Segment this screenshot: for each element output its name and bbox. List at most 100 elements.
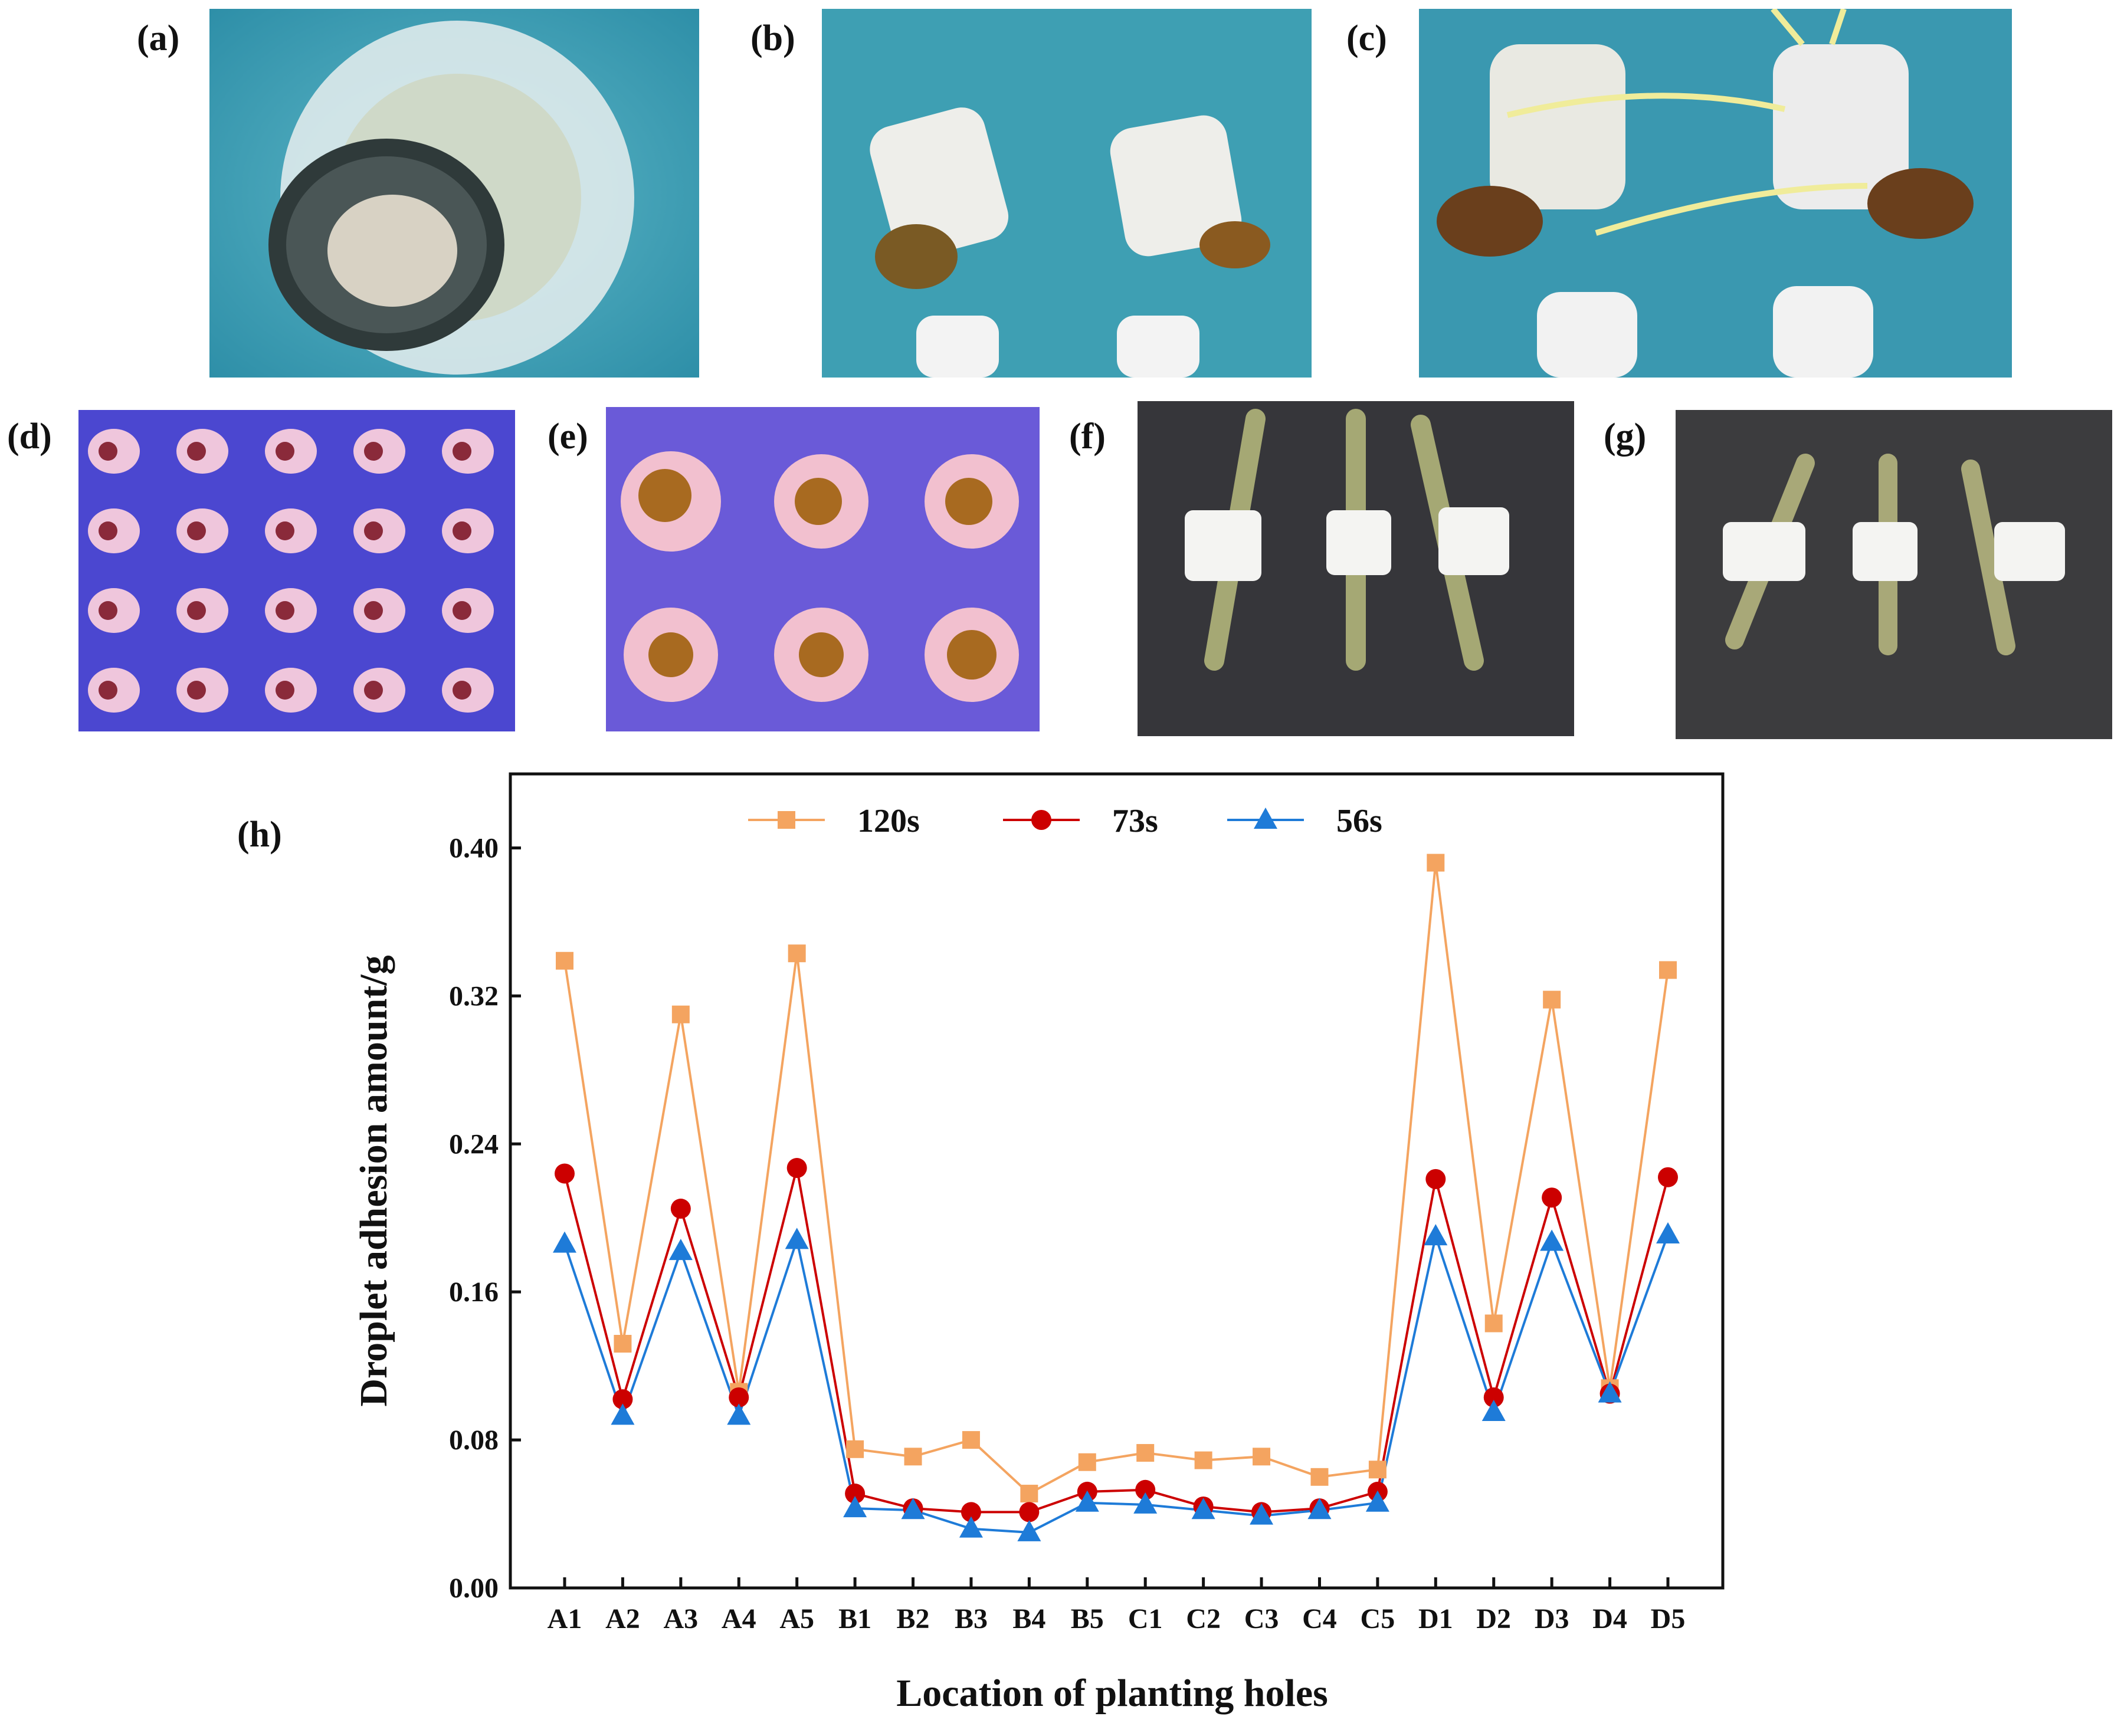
data-point-120s-D5 <box>1659 961 1677 979</box>
y-tick-label: 0.00 <box>449 1573 499 1604</box>
photo-e-six-holders <box>606 407 1040 731</box>
stem-cut-shape <box>453 601 471 620</box>
data-point-120s-B3 <box>962 1431 980 1449</box>
data-point-73s-D3 <box>1542 1187 1562 1208</box>
series-markers <box>553 854 1680 1541</box>
stem-cut-shape <box>99 442 117 461</box>
data-point-73s-A2 <box>612 1389 633 1410</box>
stem-cut-shape <box>453 521 471 540</box>
data-point-56s-B1 <box>843 1496 867 1518</box>
stem-cut-shape <box>453 442 471 461</box>
x-tick-label: B3 <box>955 1603 988 1635</box>
x-tick-label: A1 <box>548 1603 582 1635</box>
panel-label-d: (d) <box>7 416 52 457</box>
x-tick-label: C2 <box>1186 1603 1221 1635</box>
plot-frame <box>509 772 1725 1590</box>
y-tick-label: 0.32 <box>449 980 499 1012</box>
photo-b-holders <box>822 9 1312 378</box>
data-point-56s-B3 <box>959 1516 983 1538</box>
panel-label-e: (e) <box>548 416 588 457</box>
stem-cut-shape <box>276 442 294 461</box>
stem-cut-shape <box>99 681 117 700</box>
x-tick-label: C3 <box>1244 1603 1279 1635</box>
data-point-73s-A1 <box>555 1163 575 1184</box>
x-tick-label: B5 <box>1071 1603 1104 1635</box>
data-point-73s-B4 <box>1019 1502 1040 1522</box>
data-point-56s-D1 <box>1424 1224 1448 1246</box>
x-tick-label: A3 <box>664 1603 699 1635</box>
data-point-120s-A2 <box>614 1335 632 1353</box>
data-point-73s-A5 <box>786 1158 807 1179</box>
panel-label-c: (c) <box>1346 18 1387 58</box>
data-point-73s-D2 <box>1483 1387 1504 1407</box>
stem-cut-shape <box>364 442 383 461</box>
legend-label-120s: 120s <box>857 803 920 839</box>
x-tick-label: D1 <box>1418 1603 1453 1635</box>
data-point-56s-C4 <box>1307 1498 1332 1520</box>
data-point-73s-A4 <box>729 1387 749 1407</box>
data-point-56s-C1 <box>1133 1492 1158 1514</box>
y-axis: 0.00 0.08 0.16 0.24 0.32 0.40 <box>449 832 521 1604</box>
legend-marker-120s <box>778 811 795 829</box>
data-point-120s-C2 <box>1194 1451 1212 1469</box>
photo-f-cuttings <box>1138 401 1574 736</box>
photo-g-cuttings <box>1676 410 2112 739</box>
x-tick-label: D5 <box>1651 1603 1686 1635</box>
data-point-56s-C2 <box>1191 1498 1215 1520</box>
x-axis-title: Location of planting holes <box>896 1672 1328 1715</box>
y-tick-label: 0.40 <box>449 832 499 864</box>
x-tick-label: A4 <box>722 1603 756 1635</box>
x-tick-label: B1 <box>838 1603 871 1635</box>
data-point-56s-D3 <box>1540 1229 1564 1251</box>
x-tick-label: A5 <box>779 1603 814 1635</box>
stem-cut-shape <box>99 601 117 620</box>
data-point-73s-A3 <box>670 1199 691 1219</box>
x-tick-label: A2 <box>605 1603 640 1635</box>
legend-marker-73s <box>1031 810 1051 830</box>
photo-d-grid-holders <box>78 410 515 731</box>
y-tick-label: 0.08 <box>449 1425 499 1456</box>
panel-label-a: (a) <box>137 18 180 58</box>
stem-cut-shape <box>99 521 117 540</box>
data-point-56s-A3 <box>668 1239 693 1261</box>
stem-cut-shape <box>364 681 383 700</box>
data-point-120s-A5 <box>788 944 806 963</box>
stem-cut-shape <box>276 681 294 700</box>
x-tick-label: D3 <box>1535 1603 1569 1635</box>
stem-cut-shape <box>276 601 294 620</box>
data-point-120s-D2 <box>1484 1314 1503 1333</box>
data-point-120s-B5 <box>1078 1453 1096 1471</box>
stem-cut-shape <box>187 681 206 700</box>
data-point-56s-A2 <box>611 1403 635 1425</box>
photo-c-rooted-stems <box>1419 9 2012 378</box>
data-point-73s-C1 <box>1135 1479 1156 1500</box>
data-point-56s-B4 <box>1017 1520 1041 1541</box>
x-tick-label: D4 <box>1592 1603 1627 1635</box>
data-point-56s-A5 <box>785 1228 809 1249</box>
data-point-56s-C5 <box>1365 1490 1389 1512</box>
data-point-56s-B2 <box>901 1498 925 1520</box>
stem-cut-shape <box>364 601 383 620</box>
data-point-120s-A1 <box>556 951 573 970</box>
data-point-120s-B2 <box>904 1448 922 1466</box>
data-point-120s-C3 <box>1253 1448 1271 1466</box>
x-tick-label: C4 <box>1302 1603 1337 1635</box>
legend-label-56s: 56s <box>1336 803 1382 839</box>
data-point-56s-C3 <box>1250 1503 1274 1525</box>
stem-cut-shape <box>187 442 206 461</box>
data-point-56s-D2 <box>1481 1400 1506 1422</box>
stem-cut-shape <box>187 601 206 620</box>
data-point-73s-B3 <box>961 1502 981 1522</box>
y-axis-title: Droplet adhesion amount/g <box>352 955 395 1406</box>
panel-label-g: (g) <box>1604 416 1647 457</box>
data-point-56s-D5 <box>1656 1222 1680 1243</box>
series-line-120s <box>563 862 1669 1495</box>
series-line-56s <box>563 1232 1669 1534</box>
x-tick-label: D2 <box>1476 1603 1511 1635</box>
stem-cut-shape <box>364 521 383 540</box>
data-point-120s-D1 <box>1427 854 1445 872</box>
y-tick-label: 0.24 <box>449 1128 499 1160</box>
x-tick-label: B2 <box>897 1603 930 1635</box>
panel-label-b: (b) <box>750 18 795 58</box>
